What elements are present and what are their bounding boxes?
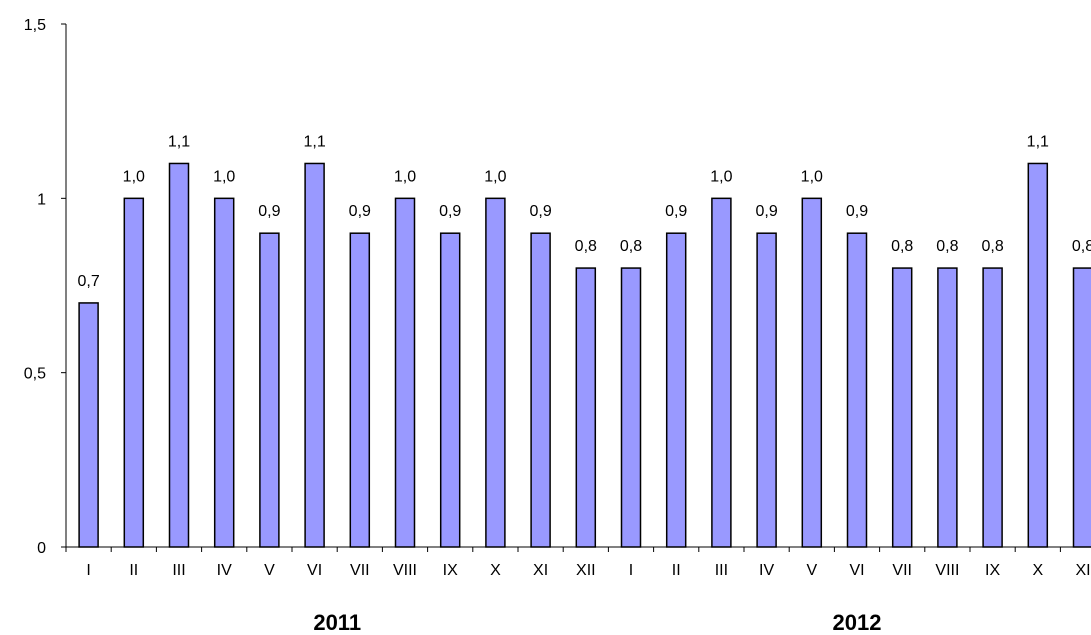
bar bbox=[756, 232, 777, 548]
x-tick-label: XII bbox=[576, 562, 596, 579]
bar bbox=[665, 232, 687, 548]
data-label: 0,8 bbox=[891, 238, 913, 255]
x-tick-label: II bbox=[672, 562, 681, 579]
bar bbox=[846, 232, 868, 548]
data-label: 0,9 bbox=[846, 203, 868, 220]
bar bbox=[937, 267, 958, 548]
y-tick-label: 0,5 bbox=[24, 366, 46, 383]
x-tick-label: XI bbox=[533, 562, 548, 579]
x-tick-label: VIII bbox=[935, 562, 959, 579]
data-label: 1,0 bbox=[394, 168, 416, 185]
data-label: 0,9 bbox=[439, 203, 461, 220]
year-label: 2011 bbox=[313, 610, 361, 635]
data-label: 1,1 bbox=[168, 133, 190, 150]
data-label: 1,1 bbox=[1027, 133, 1049, 150]
bar bbox=[349, 232, 371, 548]
bar bbox=[123, 197, 145, 548]
bar bbox=[801, 197, 823, 548]
data-label: 0,9 bbox=[755, 203, 777, 220]
bar bbox=[891, 267, 913, 548]
bar bbox=[78, 302, 99, 548]
x-tick-label: X bbox=[1032, 562, 1043, 579]
bar bbox=[439, 232, 461, 548]
x-tick-label: II bbox=[129, 562, 138, 579]
bar bbox=[213, 197, 235, 548]
bar bbox=[304, 162, 325, 548]
bar bbox=[575, 267, 597, 548]
data-label: 0,7 bbox=[77, 273, 99, 290]
data-label: 0,9 bbox=[529, 203, 551, 220]
x-tick-label: VII bbox=[892, 562, 912, 579]
x-tick-label: V bbox=[264, 562, 275, 579]
y-axis: 0 0,5 1 1,5 bbox=[24, 17, 67, 557]
data-label: 1,1 bbox=[303, 133, 325, 150]
bar bbox=[485, 197, 506, 548]
y-tick-label: 1 bbox=[37, 191, 46, 208]
data-label: 0,9 bbox=[258, 203, 280, 220]
bar bbox=[1027, 162, 1049, 548]
x-tick-label: I bbox=[86, 562, 90, 579]
data-label: 0,8 bbox=[936, 238, 958, 255]
data-label: 0,8 bbox=[620, 238, 642, 255]
x-tick-label: III bbox=[715, 562, 728, 579]
data-label: 0,8 bbox=[981, 238, 1003, 255]
bar bbox=[620, 267, 642, 548]
data-label: 0,8 bbox=[1072, 238, 1091, 255]
bar bbox=[1072, 267, 1091, 548]
data-label: 1,0 bbox=[484, 168, 506, 185]
bar bbox=[168, 162, 190, 548]
x-tick-label: IX bbox=[443, 562, 458, 579]
year-label: 2012 bbox=[833, 610, 882, 635]
x-tick-label: V bbox=[806, 562, 817, 579]
x-tick-label: IX bbox=[985, 562, 1000, 579]
data-label: 0,9 bbox=[349, 203, 371, 220]
bar-series bbox=[78, 162, 1091, 548]
data-label: 0,8 bbox=[575, 238, 597, 255]
data-label: 1,0 bbox=[710, 168, 732, 185]
x-tick-label: VII bbox=[350, 562, 370, 579]
data-labels: 0,7 1,0 1,1 1,0 0,9 1,1 0,9 1,0 0,9 1,0 0,9 0,8 0,8 0… bbox=[77, 133, 1091, 289]
data-label: 1,0 bbox=[123, 168, 145, 185]
x-tick-label: XI bbox=[1075, 562, 1090, 579]
x-tick-label: X bbox=[490, 562, 501, 579]
x-tick-label: IV bbox=[217, 562, 232, 579]
x-tick-label: VIII bbox=[393, 562, 417, 579]
x-tick-label: VI bbox=[849, 562, 864, 579]
x-tick-label: IV bbox=[759, 562, 774, 579]
y-tick-label: 0 bbox=[37, 540, 46, 557]
bar bbox=[394, 197, 416, 548]
bar bbox=[259, 232, 280, 548]
bar bbox=[711, 197, 732, 548]
y-tick-label: 1,5 bbox=[24, 17, 46, 34]
data-label: 1,0 bbox=[213, 168, 235, 185]
x-tick-label: I bbox=[629, 562, 633, 579]
data-label: 0,9 bbox=[665, 203, 687, 220]
x-tick-label: VI bbox=[307, 562, 322, 579]
data-label: 1,0 bbox=[801, 168, 823, 185]
bar bbox=[982, 267, 1003, 548]
x-tick-label: III bbox=[172, 562, 185, 579]
x-axis: I II III IV V VI VII VIII IX X XI XII I II III IV V VI VII… bbox=[65, 546, 1091, 579]
year-group-labels: 2011 2012 bbox=[313, 610, 881, 635]
bar bbox=[530, 232, 551, 548]
